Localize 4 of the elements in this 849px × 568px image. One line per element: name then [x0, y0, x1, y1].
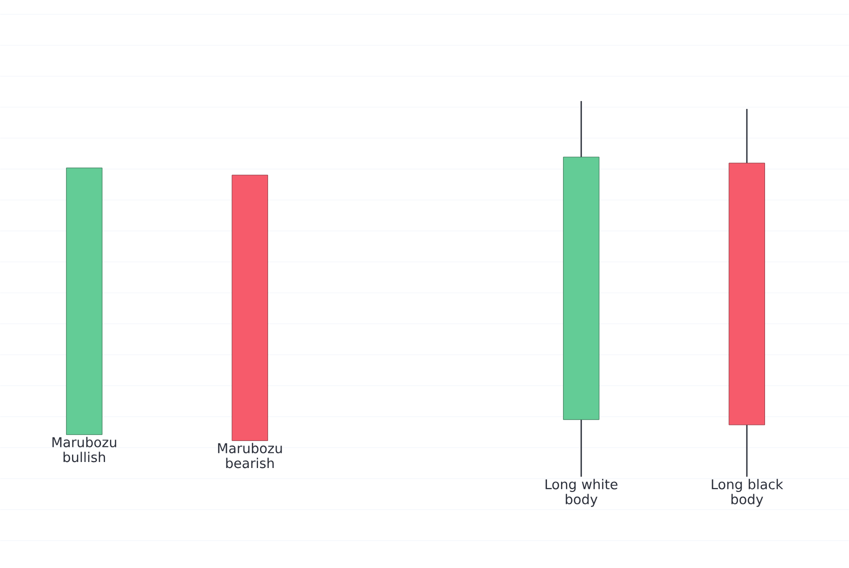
x-tick-label: Marubozu bullish: [52, 436, 116, 462]
x-tick-label: Long black body: [712, 478, 784, 507]
x-tick-label: Marubozu bearish: [218, 442, 282, 468]
x-tick-label: Long white body: [546, 478, 618, 507]
